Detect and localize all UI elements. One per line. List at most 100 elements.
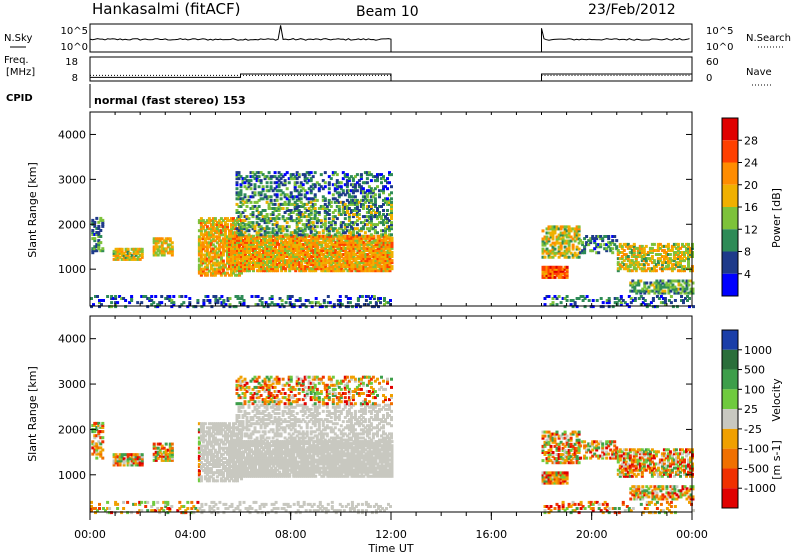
heatmap-cell [290, 267, 294, 271]
heatmap-cell [238, 244, 241, 248]
heatmap-cell [305, 202, 309, 206]
heatmap-cell [302, 238, 306, 242]
heatmap-cell [294, 253, 298, 256]
heatmap-cell [322, 261, 326, 265]
heatmap-cell [314, 301, 318, 305]
heatmap-cell [654, 263, 658, 267]
heatmap-cell [278, 297, 282, 300]
heatmap-cell [365, 177, 369, 181]
heatmap-cell [367, 173, 371, 177]
heatmap-cell [282, 261, 286, 265]
heatmap-cell [361, 227, 365, 231]
heatmap-cell [597, 243, 601, 247]
heatmap-cell [327, 183, 331, 187]
heatmap-cell [268, 246, 272, 250]
heatmap-cell [242, 261, 245, 265]
heatmap-cell [618, 244, 622, 248]
heatmap-cell [252, 458, 255, 462]
heatmap-cell [166, 237, 170, 241]
heatmap-cell [543, 275, 547, 279]
heatmap-cell [337, 211, 341, 214]
heatmap-cell [252, 464, 255, 468]
heatmap-cell [325, 233, 329, 237]
heatmap-cell [314, 263, 318, 267]
heatmap-cell [384, 263, 388, 267]
heatmap-cell [686, 295, 689, 298]
heatmap-cell [338, 253, 342, 256]
heatmap-cell [282, 244, 286, 248]
heatmap-cell [583, 251, 587, 255]
heatmap-cell [203, 475, 207, 479]
heatmap-cell [295, 227, 299, 231]
heatmap-cell [211, 233, 215, 237]
heatmap-cell [264, 253, 268, 256]
heatmap-cell [348, 249, 352, 252]
heatmap-cell [307, 225, 311, 229]
heatmap-cell [345, 223, 349, 227]
heatmap-cell [374, 238, 378, 242]
heatmap-cell [553, 241, 557, 245]
heatmap-cell [589, 305, 593, 309]
heatmap-cell [343, 213, 347, 216]
heatmap-cell [209, 467, 213, 471]
heatmap-cell [244, 249, 247, 252]
heatmap-cell [91, 430, 95, 434]
heatmap-cell [211, 446, 215, 450]
heatmap-cell [342, 263, 346, 267]
heatmap-cell [569, 227, 573, 231]
heatmap-cell [251, 195, 255, 199]
heatmap-cell [666, 249, 670, 252]
heatmap-cell [302, 246, 306, 250]
heatmap-cell [344, 255, 348, 258]
heatmap-cell [672, 244, 676, 248]
heatmap-cell [259, 193, 263, 197]
heatmap-cell [360, 238, 364, 242]
heatmap-cell [250, 257, 253, 261]
heatmap-cell [549, 255, 553, 259]
heatmap-cell [650, 257, 654, 261]
heatmap-cell [622, 249, 626, 252]
heatmap-cell [319, 219, 323, 223]
heatmap-cell [322, 240, 326, 244]
heatmap-cell [330, 259, 334, 263]
heatmap-cell [370, 259, 374, 263]
heatmap-cell [160, 243, 164, 247]
heatmap-cell [240, 251, 243, 254]
heatmap-cell [257, 213, 261, 216]
heatmap-cell [380, 257, 384, 261]
heatmap-cell [315, 217, 319, 221]
heatmap-cell [199, 456, 203, 460]
heatmap-cell [241, 181, 245, 185]
heatmap-cell [267, 195, 271, 199]
heatmap-cell [354, 253, 358, 256]
heatmap-cell [373, 211, 377, 214]
heatmap-cell [589, 239, 593, 243]
heatmap-cell [209, 450, 213, 454]
heatmap-cell [301, 233, 305, 237]
heatmap-cell [311, 227, 315, 231]
power-ylabel: Slant Range [km] [26, 162, 39, 258]
heatmap-cell [236, 261, 239, 265]
heatmap-cell [573, 253, 577, 257]
heatmap-cell [263, 215, 267, 219]
heatmap-cell [320, 234, 324, 238]
heatmap-cell [304, 265, 308, 269]
heatmap-cell [388, 251, 392, 254]
heatmap-cell [276, 255, 280, 258]
heatmap-cell [230, 217, 233, 221]
heatmap-cell [97, 227, 101, 230]
heatmap-cell [374, 265, 378, 269]
heatmap-cell [197, 475, 201, 479]
heatmap-cell [197, 247, 201, 251]
heatmap-cell [223, 217, 227, 221]
heatmap-cell [341, 171, 345, 175]
heatmap-cell [389, 299, 392, 302]
heatmap-cell [269, 187, 273, 191]
heatmap-cell [326, 267, 330, 271]
heatmap-cell [205, 450, 209, 454]
heatmap-cell [244, 458, 247, 462]
heatmap-cell [314, 269, 318, 273]
heatmap-cell [228, 242, 231, 246]
heatmap-cell [282, 253, 286, 256]
heatmap-cell [376, 236, 380, 240]
